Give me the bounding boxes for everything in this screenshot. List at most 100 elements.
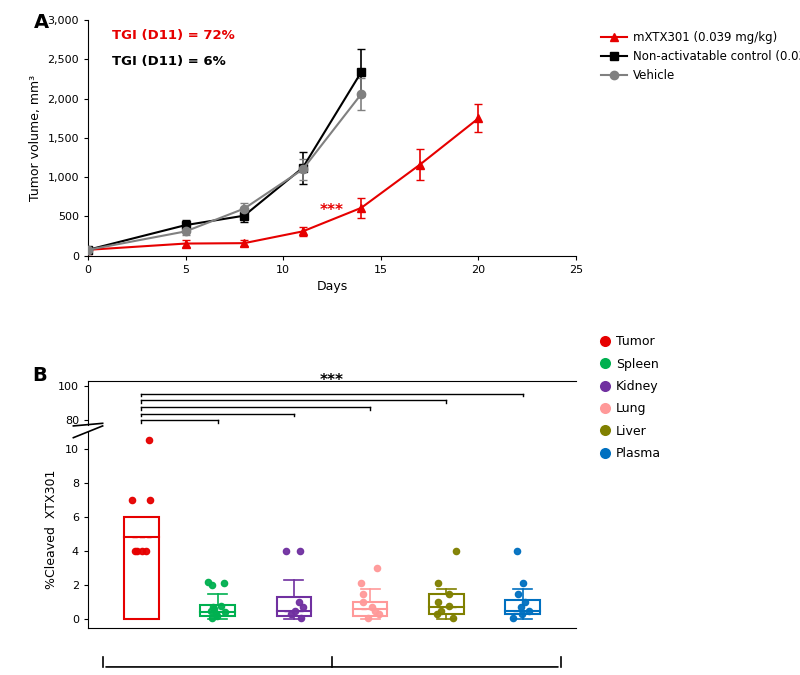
Point: [366, 547, 378, 558]
Point: [357, 545, 370, 556]
Point: [292, 597, 305, 608]
Point: [368, 605, 381, 616]
Point: [294, 548, 307, 559]
Point: [442, 600, 455, 611]
Point: [442, 589, 455, 599]
Text: TGI (D11) = 72%: TGI (D11) = 72%: [112, 29, 235, 42]
Point: [211, 548, 224, 559]
Point: [516, 547, 529, 558]
Point: [357, 589, 370, 599]
Point: [206, 547, 219, 558]
Point: [289, 547, 302, 558]
Point: [126, 537, 138, 547]
X-axis label: Days: Days: [316, 280, 348, 294]
Point: [208, 547, 221, 558]
Point: [218, 607, 231, 618]
Point: [434, 547, 447, 558]
Point: [373, 609, 386, 620]
Legend: Tumor, Spleen, Kidney, Lung, Liver, Plasma: Tumor, Spleen, Kidney, Lung, Liver, Plas…: [597, 330, 666, 465]
Point: [206, 612, 218, 623]
Point: [206, 545, 218, 556]
Point: [446, 548, 459, 559]
Point: [355, 578, 368, 589]
Point: [507, 548, 520, 559]
Point: [432, 547, 445, 558]
Point: [514, 602, 527, 613]
Point: [431, 578, 444, 589]
Point: [294, 545, 306, 556]
Point: [512, 589, 525, 599]
Point: [357, 547, 370, 558]
Point: [432, 597, 445, 608]
FancyBboxPatch shape: [277, 597, 311, 616]
Point: [202, 545, 214, 556]
Point: [449, 545, 462, 556]
FancyBboxPatch shape: [124, 543, 158, 553]
Text: B: B: [32, 366, 46, 385]
Point: [442, 545, 455, 556]
Point: [362, 548, 374, 559]
Point: [371, 543, 384, 554]
Point: [294, 541, 306, 552]
Point: [206, 602, 219, 613]
Point: [206, 548, 218, 559]
Point: [206, 580, 218, 591]
Point: [143, 435, 156, 446]
Point: [143, 537, 156, 547]
Point: [210, 547, 222, 558]
Point: [523, 547, 536, 558]
Point: [279, 541, 292, 552]
Point: [430, 547, 443, 558]
Point: [208, 603, 221, 614]
Point: [514, 547, 527, 558]
Point: [512, 545, 525, 556]
Point: [297, 602, 310, 613]
FancyBboxPatch shape: [201, 552, 234, 554]
Point: [511, 545, 524, 556]
Point: [218, 545, 230, 556]
Text: ***: ***: [320, 373, 344, 388]
Point: [140, 545, 153, 556]
Point: [434, 605, 447, 616]
Point: [128, 545, 141, 556]
FancyBboxPatch shape: [277, 551, 311, 553]
Text: ***: ***: [320, 202, 344, 218]
FancyBboxPatch shape: [430, 594, 463, 614]
Point: [366, 602, 378, 613]
Point: [143, 495, 156, 506]
Point: [126, 495, 138, 506]
Point: [128, 541, 141, 552]
Point: [511, 541, 524, 552]
Y-axis label: %Cleaved  XTX301: %Cleaved XTX301: [45, 470, 58, 589]
FancyBboxPatch shape: [353, 602, 387, 616]
Point: [211, 610, 224, 621]
FancyBboxPatch shape: [430, 551, 463, 553]
Point: [136, 541, 149, 552]
Point: [446, 612, 459, 623]
Point: [218, 547, 231, 558]
Point: [285, 609, 298, 620]
Point: [136, 545, 149, 556]
Point: [355, 545, 368, 556]
Point: [507, 612, 520, 623]
Point: [368, 547, 381, 558]
Text: A: A: [34, 14, 50, 32]
Point: [210, 609, 222, 620]
Point: [202, 576, 214, 587]
Point: [130, 545, 143, 556]
Point: [442, 547, 455, 558]
Point: [516, 609, 529, 620]
Point: [218, 578, 230, 589]
Legend: mXTX301 (0.039 mg/kg), Non-activatable control (0.039 mg/kg), Vehicle: mXTX301 (0.039 mg/kg), Non-activatable c…: [597, 26, 800, 86]
Point: [523, 605, 536, 616]
Point: [215, 600, 228, 611]
Point: [292, 547, 305, 558]
Point: [205, 605, 218, 616]
Point: [205, 547, 218, 558]
Point: [362, 612, 374, 623]
Point: [215, 547, 228, 558]
FancyBboxPatch shape: [353, 552, 387, 554]
Text: TGI (D11) = 6%: TGI (D11) = 6%: [112, 55, 226, 68]
FancyBboxPatch shape: [506, 601, 540, 614]
Point: [519, 597, 532, 608]
